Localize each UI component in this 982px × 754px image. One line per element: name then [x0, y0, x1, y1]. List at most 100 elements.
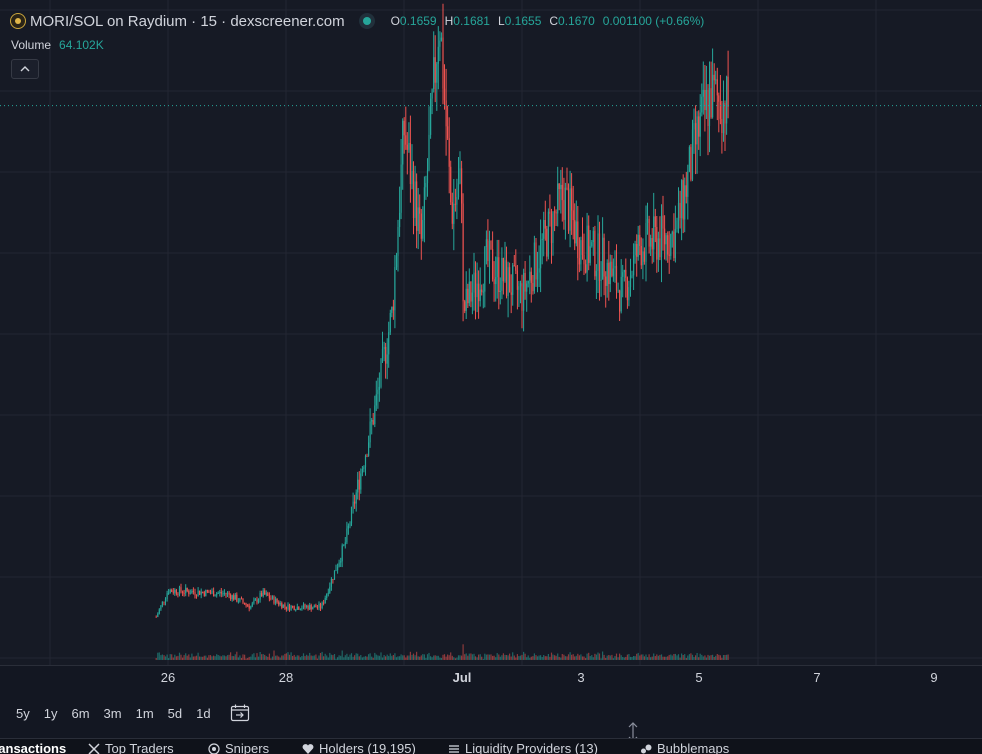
volume-bar [439, 658, 440, 660]
volume-bar [529, 658, 530, 660]
volume-bar [601, 658, 602, 660]
candle-body [439, 41, 440, 47]
volume-bar [557, 654, 558, 661]
volume-bar [560, 658, 561, 660]
candle-body [159, 609, 160, 613]
candle-body [546, 229, 547, 257]
candle-body [208, 592, 209, 593]
volume-bar [568, 654, 569, 660]
candle-body [707, 90, 708, 126]
candle-body [656, 227, 657, 260]
candle-body [701, 97, 702, 113]
candle-body [376, 394, 377, 405]
candle-body [484, 247, 485, 292]
volume-bar [266, 656, 267, 660]
volume-bar [487, 654, 488, 660]
volume-bar [371, 657, 372, 660]
volume-bar [205, 656, 206, 660]
volume-bar [370, 653, 371, 660]
tab-liquidity-providers[interactable]: Liquidity Providers (13) [448, 741, 598, 754]
volume-bar [401, 654, 402, 660]
range-1d-button[interactable]: 1d [189, 702, 217, 724]
candle-body [184, 593, 185, 594]
volume-bar [402, 655, 403, 660]
volume-bar [689, 654, 690, 660]
range-1m-button[interactable]: 1m [129, 702, 161, 724]
candle-body [303, 604, 304, 608]
candle-body [703, 90, 704, 97]
range-5d-button[interactable]: 5d [161, 702, 189, 724]
tab-holders[interactable]: Holders (19,195) [302, 741, 416, 754]
range-6m-button[interactable]: 6m [64, 702, 96, 724]
candle-body [653, 216, 654, 249]
volume-bar [301, 656, 302, 660]
volume-bar [711, 655, 712, 660]
volume-bar [410, 652, 411, 660]
candle-body [218, 593, 219, 594]
candle-body [337, 567, 338, 570]
volume-bar [585, 658, 586, 660]
candle-body [610, 262, 611, 284]
candle-body [292, 606, 293, 607]
tab-snipers[interactable]: Snipers [208, 741, 269, 754]
volume-bar [508, 655, 509, 660]
candle-body [255, 599, 256, 600]
candle-body [649, 219, 650, 247]
volume-bar [182, 658, 183, 660]
price-chart[interactable]: MORI/SOL on Raydium · 15 · dexscreener.c… [0, 0, 982, 665]
volume-bar [374, 653, 375, 660]
volume-bar [548, 654, 549, 660]
candle-body [300, 609, 301, 610]
candle-body [438, 47, 439, 64]
range-1y-button[interactable]: 1y [37, 702, 65, 724]
range-3m-button[interactable]: 3m [97, 702, 129, 724]
volume-bar [461, 656, 462, 660]
tab-top-traders[interactable]: Top Traders [88, 741, 174, 754]
volume-bar [351, 653, 352, 660]
candle-body [413, 171, 414, 218]
candle-body [329, 587, 330, 593]
volume-bar [167, 655, 168, 661]
collapse-legend-button[interactable] [11, 59, 39, 79]
candle-body [723, 103, 724, 133]
candle-body [521, 283, 522, 311]
volume-bar [269, 654, 270, 660]
candle-body [353, 502, 354, 507]
candle-body [658, 238, 659, 259]
candle-body [563, 200, 564, 220]
candle-body [494, 279, 495, 284]
volume-bar [391, 656, 392, 660]
volume-value: 64.102K [59, 38, 104, 52]
candle-body [690, 147, 691, 180]
market-status-icon[interactable] [359, 13, 375, 29]
volume-bar [593, 657, 594, 660]
volume-bar [328, 658, 329, 661]
candle-body [456, 197, 457, 205]
volume-bar [450, 652, 451, 660]
volume-bar [667, 656, 668, 660]
candle-body [573, 210, 574, 220]
candle-body [260, 593, 261, 600]
volume-bar [509, 654, 510, 660]
tab-bubblemaps[interactable]: Bubblemaps [640, 741, 729, 754]
candle-body [693, 123, 694, 130]
tab-label: Bubblemaps [657, 741, 729, 754]
volume-bar [466, 653, 467, 660]
candle-body [483, 292, 484, 293]
candle-body [650, 238, 651, 247]
candle-body [676, 221, 677, 230]
candle-body [467, 289, 468, 303]
time-axis[interactable]: 26 28 Jul 3 5 7 9 [0, 665, 982, 690]
range-5y-button[interactable]: 5y [9, 702, 37, 724]
candle-body [528, 281, 529, 284]
volume-bar [427, 654, 428, 660]
candle-body [232, 595, 233, 599]
candlestick-chart[interactable] [0, 0, 982, 665]
volume-bar [376, 655, 377, 660]
volume-bar [362, 657, 363, 660]
volume-bar [459, 655, 460, 660]
tab-transactions[interactable]: Transactions [0, 741, 66, 754]
candle-body [450, 167, 451, 202]
goto-date-button[interactable] [228, 702, 252, 724]
volume-bar [242, 654, 243, 660]
